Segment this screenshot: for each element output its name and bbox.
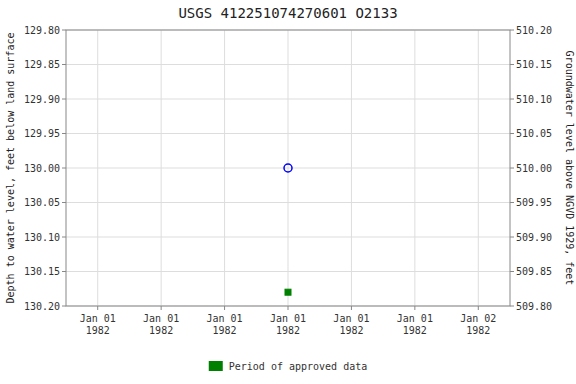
tick-label-line: Jan 01	[333, 313, 369, 324]
grid-line	[288, 30, 289, 306]
point	[285, 289, 291, 295]
tick-label: 509.85	[516, 266, 552, 277]
tick-label: 129.85	[24, 59, 60, 70]
legend-label: Period of approved data	[229, 361, 367, 372]
tick	[414, 306, 415, 310]
tick-label-line: Jan 01	[397, 313, 433, 324]
tick	[224, 306, 225, 310]
tick-label: 510.20	[516, 25, 552, 36]
x-axis: Jan 011982Jan 011982Jan 011982Jan 011982…	[80, 306, 497, 336]
tick	[161, 306, 162, 310]
tick	[62, 306, 66, 307]
tick-label: 130.00	[24, 163, 60, 174]
tick-label: 129.95	[24, 128, 60, 139]
tick	[510, 168, 514, 169]
tick-label: Jan 011982	[80, 313, 116, 336]
tick-label: 129.80	[24, 25, 60, 36]
tick	[510, 64, 514, 65]
y2-axis-label: Groundwater level above NGVD 1929, feet	[564, 51, 575, 286]
tick-label: 509.90	[516, 232, 552, 243]
chart: USGS 412251074270601 O2133129.80129.8512…	[0, 0, 576, 384]
tick	[62, 202, 66, 203]
tick-label: 130.20	[24, 301, 60, 312]
y-axis-label: Depth to water level, feet below land su…	[5, 33, 16, 304]
y-axis: 129.80 129.85 129.90 129.95 130.00 130.05 130.…	[24, 25, 66, 312]
tick	[97, 306, 98, 310]
tick-label-line: 1982	[86, 325, 110, 336]
tick-label: 509.80	[516, 301, 552, 312]
tick	[478, 306, 479, 310]
grid-line	[97, 30, 98, 306]
tick-label-line: Jan 01	[270, 313, 306, 324]
tick-label: 510.15	[516, 59, 552, 70]
tick-label-line: 1982	[213, 325, 237, 336]
tick-label: 130.15	[24, 266, 60, 277]
tick-label: Jan 011982	[207, 313, 243, 336]
grid-line	[414, 30, 415, 306]
legend-swatch	[209, 361, 223, 371]
tick-label: Jan 011982	[333, 313, 369, 336]
tick	[62, 64, 66, 65]
tick	[62, 271, 66, 272]
tick	[510, 30, 514, 31]
tick	[62, 168, 66, 169]
tick-label: 129.90	[24, 94, 60, 105]
tick-label: Jan 011982	[143, 313, 179, 336]
grid	[66, 30, 510, 306]
plot-frame	[66, 30, 510, 306]
legend-item: Period of approved data	[209, 361, 367, 372]
tick-label-line: 1982	[276, 325, 300, 336]
marks	[284, 164, 292, 295]
tick-label: 510.05	[516, 128, 552, 139]
grid-line	[224, 30, 225, 306]
tick-label: 510.10	[516, 94, 552, 105]
tick-label-line: Jan 01	[207, 313, 243, 324]
tick	[62, 237, 66, 238]
grid-line	[161, 30, 162, 306]
tick-label: 130.10	[24, 232, 60, 243]
tick-label-line: 1982	[339, 325, 363, 336]
y2-axis: 510.20 510.15 510.10 510.05 510.00 509.95 509.…	[510, 25, 552, 312]
tick	[288, 306, 289, 310]
tick-label: 509.95	[516, 197, 552, 208]
point	[284, 164, 292, 172]
tick-label: Jan 011982	[397, 313, 433, 336]
tick-label: 130.05	[24, 197, 60, 208]
legend: Period of approved data	[209, 361, 367, 372]
tick-label-line: 1982	[149, 325, 173, 336]
tick	[510, 133, 514, 134]
tick	[510, 99, 514, 100]
grid-line	[351, 30, 352, 306]
tick-label-line: 1982	[403, 325, 427, 336]
tick	[510, 271, 514, 272]
tick-label: 510.00	[516, 163, 552, 174]
grid-line	[478, 30, 479, 306]
tick	[510, 306, 514, 307]
tick-label-line: Jan 01	[80, 313, 116, 324]
background	[0, 0, 576, 384]
tick	[62, 99, 66, 100]
tick-label: Jan 011982	[270, 313, 306, 336]
title: USGS 412251074270601 O2133	[178, 5, 397, 21]
tick	[62, 133, 66, 134]
tick-label-line: 1982	[466, 325, 490, 336]
tick-label: Jan 021982	[460, 313, 496, 336]
tick	[62, 30, 66, 31]
tick-label-line: Jan 01	[143, 313, 179, 324]
tick	[510, 237, 514, 238]
tick	[351, 306, 352, 310]
tick	[510, 202, 514, 203]
tick-label-line: Jan 02	[460, 313, 496, 324]
